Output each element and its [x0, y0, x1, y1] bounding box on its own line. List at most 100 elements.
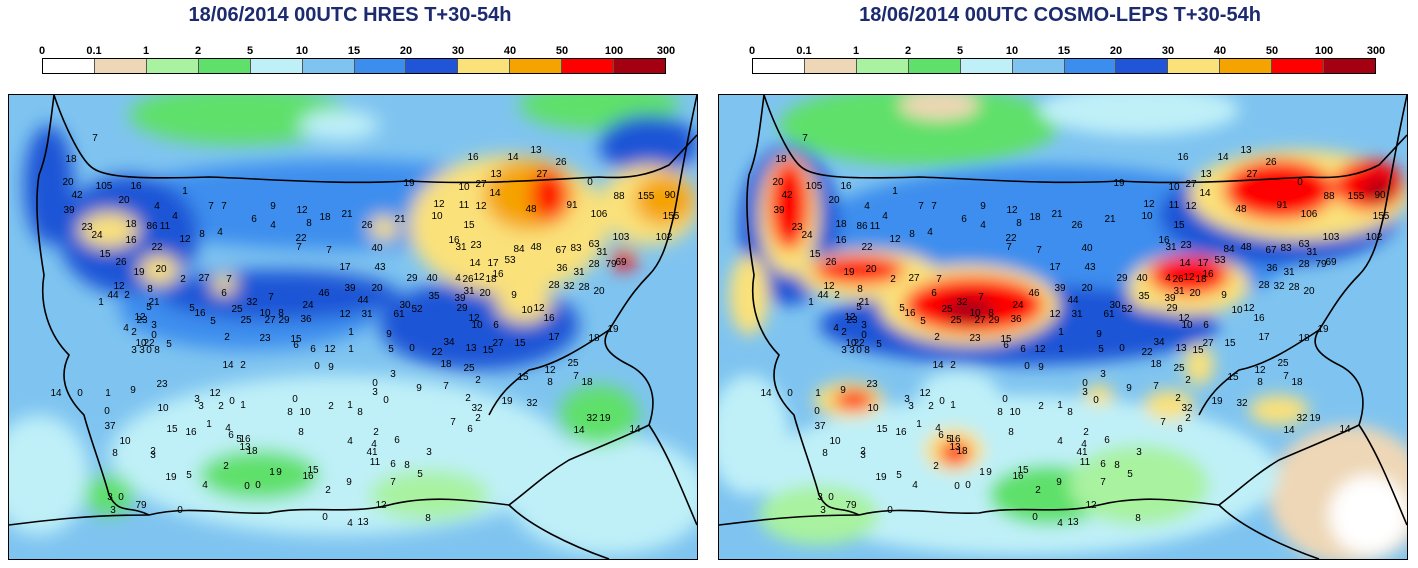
station-value: 1 — [815, 388, 821, 399]
station-value: 32 — [956, 297, 968, 308]
station-value: 155 — [638, 191, 655, 202]
scale-swatch — [908, 59, 961, 73]
station-value: 15 — [1173, 220, 1185, 231]
station-value: 7 — [92, 133, 98, 144]
station-value: 14 — [760, 388, 772, 399]
station-value: 0 — [1024, 361, 1030, 372]
precipitation-map-hres[interactable]: 18 7 20 42 105 16 39 20 23 24 18 16 15 26 22 12 86 11 4 4 19… — [8, 94, 698, 560]
station-value: 41 — [1076, 447, 1088, 458]
station-value: 3 — [390, 369, 396, 380]
station-value: 1 — [269, 467, 275, 478]
station-value: 3 — [904, 394, 910, 405]
station-value: 0 — [887, 505, 893, 516]
station-value: 8 — [1016, 218, 1022, 229]
station-value: 5 — [946, 434, 952, 445]
station-value: 10 — [1231, 305, 1243, 316]
station-value: 41 — [366, 447, 378, 458]
station-value: 40 — [1136, 273, 1148, 284]
station-value: 32 — [1181, 403, 1193, 414]
station-value: 39 — [773, 205, 785, 216]
station-value: 10 — [1168, 182, 1180, 193]
station-value: 88 — [613, 191, 625, 202]
station-value: 4 — [1057, 436, 1063, 447]
station-value: 12 — [209, 388, 221, 399]
station-value: 2 — [1035, 485, 1041, 496]
station-value: 3 — [110, 505, 116, 516]
station-value: 67 — [555, 245, 567, 256]
station-value: 67 — [1265, 245, 1277, 256]
station-value: 0 — [77, 388, 83, 399]
station-value: 3 — [849, 345, 855, 356]
station-value: 29 — [406, 273, 418, 284]
station-value: 20 — [865, 264, 877, 275]
station-value: 9 — [511, 290, 517, 301]
station-value: 2 — [475, 413, 481, 424]
station-value: 16 — [492, 269, 504, 280]
station-value: 18 — [319, 212, 331, 223]
station-value: 4 — [980, 220, 986, 231]
station-value: 5 — [876, 339, 882, 350]
station-value: 18 — [1298, 333, 1310, 344]
scale-swatch — [1168, 59, 1221, 73]
station-value: 23 — [791, 222, 803, 233]
station-value: 48 — [1235, 204, 1247, 215]
station-value: 3 — [107, 492, 113, 503]
station-value: 0 — [151, 330, 157, 341]
station-value: 10 — [1181, 320, 1193, 331]
station-value: 18 — [65, 154, 77, 165]
station-value: 17 — [1258, 332, 1270, 343]
station-value: 22 — [853, 338, 865, 349]
station-value: 12 — [544, 365, 556, 376]
station-value: 0 — [861, 330, 867, 341]
station-value: 44 — [357, 295, 369, 306]
station-value: 27 — [1202, 338, 1214, 349]
station-value: 10 — [157, 403, 169, 414]
station-value: 31 — [1283, 267, 1295, 278]
station-value: 39 — [1164, 293, 1176, 304]
station-value: 79 — [135, 500, 147, 511]
station-value: 7 — [390, 477, 396, 488]
station-value: 3 — [860, 450, 866, 461]
station-value: 15 — [1227, 372, 1239, 383]
station-value: 12 — [1185, 201, 1197, 212]
station-value: 0 — [383, 395, 389, 406]
station-value: 6 — [938, 430, 944, 441]
station-value: 8 — [1114, 460, 1120, 471]
station-value: 17 — [1049, 262, 1061, 273]
station-value: 4 — [864, 201, 870, 212]
station-value: 3 — [150, 450, 156, 461]
station-value: 9 — [328, 362, 334, 373]
station-value: 0 — [255, 480, 261, 491]
station-value: 40 — [426, 273, 438, 284]
station-value: 0 — [587, 177, 593, 188]
station-value: 2 — [860, 446, 866, 457]
station-value: 12 — [134, 312, 146, 323]
station-value: 1 — [892, 186, 898, 197]
station-value: 3 — [908, 401, 914, 412]
station-value: 8 — [112, 448, 118, 459]
station-value: 15 — [809, 249, 821, 260]
station-value: 29 — [988, 315, 1000, 326]
station-value: 6 — [390, 459, 396, 470]
station-value: 20 — [371, 283, 383, 294]
station-value: 20 — [62, 177, 74, 188]
scale-tick: 300 — [1366, 45, 1386, 57]
station-value: 4 — [217, 227, 223, 238]
station-value: 6 — [293, 340, 299, 351]
station-value: 19 — [165, 472, 177, 483]
station-value: 14 — [573, 425, 585, 436]
station-value: 3 — [151, 320, 157, 331]
precipitation-map-cosmo-leps[interactable]: 18 7 20 42 105 16 39 20 23 24 18 16 15 26 22 12 86 11 4 4 19… — [718, 94, 1408, 560]
map-title-hres: 18/06/2014 00UTC HRES T+30-54h — [188, 4, 512, 26]
station-value: 23 — [156, 379, 168, 390]
station-value: 0 — [104, 406, 110, 417]
station-value: 2 — [131, 327, 137, 338]
station-value: 3 — [131, 345, 137, 356]
station-value: 19 — [875, 472, 887, 483]
station-value: 26 — [115, 257, 127, 268]
station-value: 10 — [471, 320, 483, 331]
station-value: 2 — [328, 401, 334, 412]
station-value: 43 — [374, 262, 386, 273]
station-value: 8 — [1067, 407, 1073, 418]
scale-swatch — [406, 59, 459, 73]
